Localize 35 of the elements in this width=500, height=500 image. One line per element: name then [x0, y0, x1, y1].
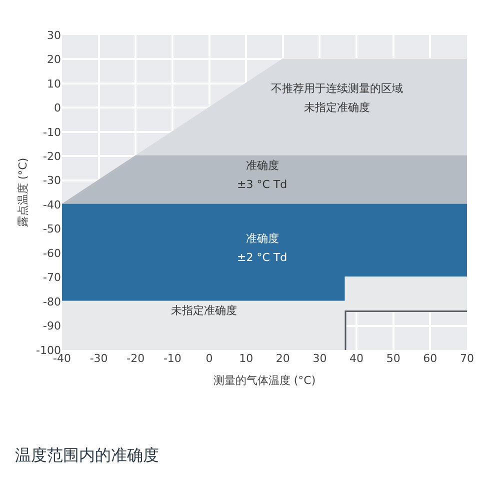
annotation: 准确度 — [246, 159, 279, 172]
x-tick-label: 60 — [423, 352, 438, 365]
y-tick-label: -80 — [43, 295, 61, 308]
x-tick-label: -10 — [163, 352, 182, 365]
x-tick-label: -30 — [90, 352, 108, 365]
x-axis-title: 测量的气体温度 (°C) — [213, 374, 316, 388]
text: 温度范围内的准确度 — [15, 446, 159, 465]
annotation: 未指定准确度 — [171, 304, 237, 317]
annotation: 未指定准确度 — [304, 101, 370, 114]
x-tick-label: 10 — [239, 352, 254, 365]
annotation: ±3 °C Td — [237, 178, 288, 191]
y-tick-label: -40 — [43, 198, 61, 212]
y-tick-label: -60 — [43, 246, 61, 260]
x-tick-label: 20 — [276, 352, 290, 365]
y-tick-label: 20 — [47, 53, 61, 66]
y-tick-label: -50 — [43, 222, 61, 236]
annotation: 准确度 — [246, 232, 279, 245]
y-tick-label: -90 — [43, 320, 61, 333]
x-tick-label: 50 — [386, 352, 400, 365]
y-tick-label: 30 — [47, 28, 61, 42]
y-tick-label: -30 — [43, 174, 61, 188]
x-tick-label: 40 — [350, 352, 364, 365]
y-tick-label: -100 — [36, 344, 61, 357]
y-axis-title: 露点温度 (°C) — [16, 158, 30, 228]
x-tick-label: 0 — [206, 352, 213, 365]
annotation: ±2 °C Td — [237, 251, 288, 264]
y-tick-label: -70 — [43, 271, 61, 284]
y-tick-label: -10 — [43, 126, 61, 139]
annotation: 不推荐用于连续测量的区域 — [271, 82, 403, 95]
x-tick-label: 70 — [460, 352, 474, 365]
y-tick-label: 10 — [47, 77, 61, 90]
y-tick-label: -20 — [43, 150, 61, 163]
x-tick-label: 30 — [312, 352, 327, 365]
y-tick-label: 0 — [54, 102, 61, 115]
x-tick-label: -20 — [126, 352, 145, 365]
